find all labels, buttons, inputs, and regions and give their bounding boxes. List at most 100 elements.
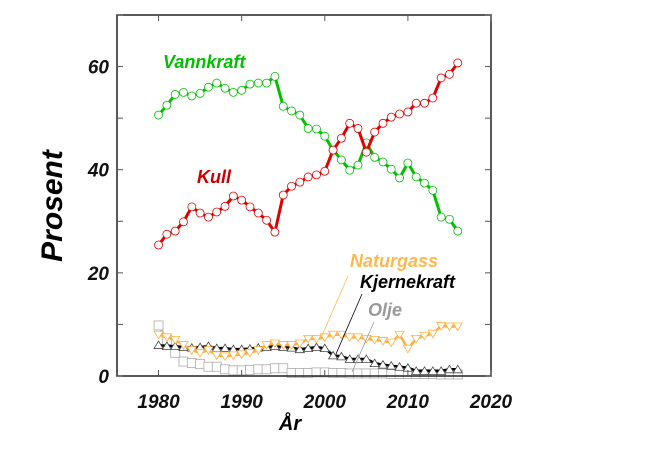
data-point [253, 208, 263, 218]
data-point [270, 227, 280, 237]
data-point [435, 322, 447, 331]
data-point [154, 240, 163, 250]
data-point [369, 335, 380, 345]
data-point [403, 107, 413, 117]
data-point [436, 73, 446, 83]
data-point [302, 343, 314, 353]
leader-line [351, 321, 375, 373]
data-point [311, 342, 322, 352]
data-point [378, 118, 388, 128]
data-point [394, 361, 405, 371]
data-point [195, 208, 205, 218]
data-point [195, 88, 205, 98]
data-point [444, 322, 455, 332]
x-tick-label: 2000 [303, 392, 347, 413]
data-point [203, 346, 214, 355]
data-point [169, 341, 181, 350]
x-tick-label: 1990 [221, 392, 264, 413]
data-point [411, 98, 421, 108]
data-point [336, 155, 346, 165]
data-point [187, 91, 197, 101]
data-point [237, 195, 247, 205]
data-point [237, 85, 247, 95]
series-line-vannkraft [157, 73, 459, 232]
data-point [370, 152, 380, 162]
data-point [452, 364, 463, 374]
data-point [161, 341, 173, 350]
data-point [420, 98, 429, 108]
data-point [320, 166, 330, 176]
data-point [262, 78, 272, 88]
data-point [312, 170, 321, 180]
data-point [395, 173, 404, 183]
data-point [178, 341, 189, 350]
data-point [154, 110, 163, 120]
data-point [320, 131, 330, 141]
y-tick-label: 60 [88, 58, 110, 79]
data-point [211, 361, 222, 372]
data-point [427, 329, 439, 339]
plot-area [153, 58, 463, 380]
data-point [344, 354, 355, 363]
series-label-vannkraft: Vannkraft [163, 52, 246, 72]
data-point [244, 348, 256, 358]
data-point [295, 177, 305, 187]
data-point [253, 364, 264, 375]
x-tick-label: 2020 [469, 392, 513, 413]
data-point [194, 348, 206, 358]
y-tick-label: 20 [87, 264, 110, 285]
data-point [436, 212, 446, 222]
data-point [370, 127, 380, 137]
data-point [410, 334, 422, 344]
data-point [204, 212, 213, 222]
data-point [361, 354, 372, 363]
data-point [319, 333, 330, 343]
data-point [336, 133, 346, 143]
data-point [411, 172, 421, 182]
data-point [302, 334, 314, 344]
data-point [294, 344, 306, 354]
x-tick-label: 2010 [386, 392, 430, 413]
data-point [195, 359, 206, 370]
data-point [228, 191, 238, 201]
data-point [179, 87, 188, 97]
data-point [394, 369, 405, 379]
data-point [386, 369, 397, 379]
data-point [212, 78, 222, 88]
data-point [361, 147, 371, 157]
y-tick-label: 40 [87, 161, 110, 182]
data-point [212, 207, 222, 217]
x-tick-label: 1980 [137, 392, 180, 413]
data-point [311, 334, 322, 344]
data-point [162, 100, 172, 110]
data-point [453, 58, 463, 68]
data-point [161, 333, 173, 343]
data-point [262, 215, 272, 225]
data-point [245, 202, 255, 212]
data-point [278, 341, 289, 350]
data-point [327, 350, 339, 360]
data-point [444, 364, 455, 374]
data-point [303, 172, 313, 182]
data-point [270, 71, 280, 81]
data-point [419, 366, 430, 375]
data-point [327, 330, 339, 340]
axes: 1980 1990 2000 2010 2020 0 20 40 60 [87, 14, 513, 413]
data-point [345, 118, 355, 128]
data-point [420, 178, 429, 188]
x-axis-label: År [278, 411, 302, 435]
data-point [319, 343, 330, 353]
data-point [377, 359, 389, 369]
data-point [220, 364, 230, 375]
data-point [303, 124, 313, 133]
data-point [186, 358, 197, 369]
data-point [287, 181, 296, 191]
y-axis-label: Prosent [36, 148, 69, 262]
series-label-kjernekraft: Kjernekraft [360, 272, 456, 292]
data-point [386, 338, 397, 348]
data-point [228, 365, 239, 376]
data-point [410, 366, 422, 375]
data-point [328, 145, 338, 155]
data-point [428, 185, 438, 195]
